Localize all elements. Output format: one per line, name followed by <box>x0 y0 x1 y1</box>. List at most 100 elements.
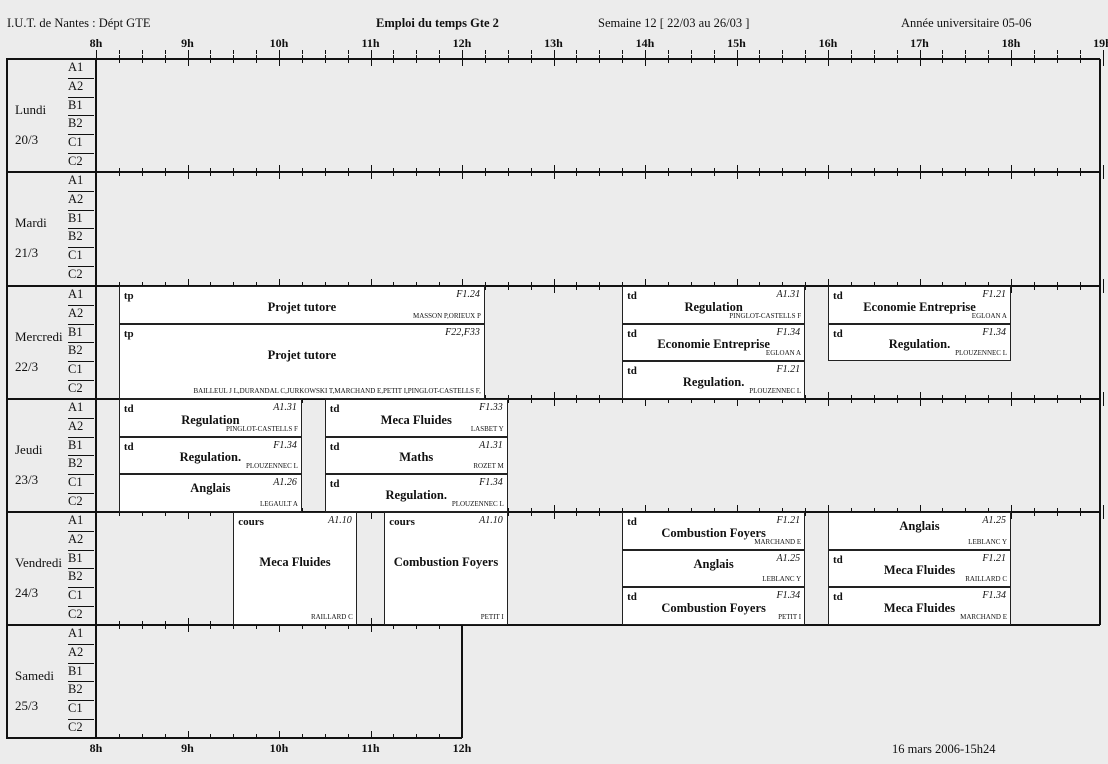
time-tick <box>371 165 372 179</box>
group-label: B1 <box>68 664 83 679</box>
day-date: 21/3 <box>15 245 38 261</box>
time-tick <box>805 395 806 403</box>
session-subject: Combustion Foyers <box>385 555 507 570</box>
time-tick <box>1011 505 1012 519</box>
class-session[interactable]: td A1.31 Maths ROZET M <box>325 437 508 475</box>
hour-label-top: 8h <box>90 36 103 51</box>
hour-label-top: 10h <box>270 36 289 51</box>
group-label: A2 <box>68 306 83 321</box>
class-session[interactable]: A1.26 Anglais LEGAULT A <box>119 474 302 512</box>
class-session[interactable]: td F1.34 Meca Fluides MARCHAND E <box>828 587 1011 625</box>
time-tick <box>851 168 852 176</box>
time-tick <box>531 508 532 516</box>
time-tick <box>622 168 623 176</box>
time-tick <box>119 734 120 738</box>
session-type: cours <box>389 516 415 528</box>
time-tick <box>1103 279 1104 293</box>
group-label: A1 <box>68 287 83 302</box>
class-session[interactable]: td F1.21 Combustion Foyers MARCHAND E <box>622 512 805 550</box>
group-label: C1 <box>68 701 83 716</box>
group-label: B2 <box>68 116 83 131</box>
time-tick <box>1080 50 1081 54</box>
group-divider <box>68 644 94 645</box>
time-tick <box>1103 505 1104 519</box>
time-tick <box>851 395 852 403</box>
class-session[interactable]: td F1.21 Economie Entreprise EGLOAN A <box>828 286 1011 324</box>
time-tick <box>119 168 120 176</box>
time-tick <box>805 282 806 290</box>
class-session[interactable]: td F1.21 Regulation. PLOUZENNEC L <box>622 361 805 399</box>
time-tick <box>210 621 211 629</box>
time-tick <box>942 395 943 403</box>
group-label: A2 <box>68 419 83 434</box>
class-session[interactable]: tp F1.24 Projet tutore MASSON P,ORIEUX P <box>119 286 485 324</box>
class-session[interactable]: A1.25 Anglais LEBLANC Y <box>828 512 1011 550</box>
time-tick <box>1057 282 1058 290</box>
group-divider <box>68 191 94 192</box>
group-divider <box>68 324 94 325</box>
class-session[interactable]: tp F22,F33 Projet tutore BAILLEUL J L,DURAN… <box>119 324 485 399</box>
group-divider <box>68 681 94 682</box>
time-tick <box>759 168 760 176</box>
time-tick <box>302 734 303 738</box>
time-tick <box>142 734 143 738</box>
time-tick <box>302 50 303 54</box>
session-teacher: LEBLANC Y <box>762 575 801 583</box>
time-tick <box>210 168 211 176</box>
time-tick <box>554 392 555 406</box>
class-session[interactable]: td F1.34 Regulation. PLOUZENNEC L <box>828 324 1011 362</box>
class-session[interactable]: td F1.34 Regulation. PLOUZENNEC L <box>119 437 302 475</box>
session-room: A1.31 <box>273 402 297 413</box>
group-divider <box>68 228 94 229</box>
time-tick <box>599 508 600 516</box>
group-divider <box>68 550 94 551</box>
group-divider <box>68 134 94 135</box>
class-session[interactable]: cours A1.10 Combustion Foyers PETIT I <box>384 512 508 625</box>
time-tick <box>188 50 189 58</box>
time-tick <box>920 50 921 58</box>
time-tick <box>279 50 280 58</box>
time-tick <box>1080 282 1081 290</box>
time-tick <box>988 395 989 403</box>
time-tick <box>142 621 143 629</box>
time-tick <box>737 50 738 58</box>
day-date: 22/3 <box>15 359 38 375</box>
session-teacher: ROZET M <box>473 462 503 470</box>
time-tick <box>371 50 372 58</box>
time-tick <box>439 734 440 738</box>
time-tick <box>759 55 760 63</box>
time-tick <box>462 731 463 738</box>
class-session[interactable]: td A1.31 Regulation PINGLOT-CASTELLS F <box>622 286 805 324</box>
group-label: B1 <box>68 438 83 453</box>
session-subject: Meca Fluides <box>234 555 356 570</box>
time-tick <box>233 734 234 738</box>
academic-year: Année universitaire 05-06 <box>901 16 1032 31</box>
group-label: A1 <box>68 173 83 188</box>
class-session[interactable]: A1.25 Anglais LEBLANC Y <box>622 550 805 588</box>
time-tick <box>920 165 921 179</box>
class-session[interactable]: cours A1.10 Meca Fluides RAILLARD C <box>233 512 357 625</box>
class-session[interactable]: td F1.34 Combustion Foyers PETIT I <box>622 587 805 625</box>
group-divider <box>68 266 94 267</box>
time-tick <box>508 50 509 54</box>
group-label: B1 <box>68 98 83 113</box>
group-label: B1 <box>68 551 83 566</box>
session-subject: Anglais <box>120 481 301 496</box>
group-divider <box>68 719 94 720</box>
class-session[interactable]: td A1.31 Regulation PINGLOT-CASTELLS F <box>119 399 302 437</box>
time-tick <box>1080 508 1081 516</box>
time-tick <box>256 55 257 63</box>
time-tick <box>828 392 829 406</box>
class-session[interactable]: td F1.21 Meca Fluides RAILLARD C <box>828 550 1011 588</box>
time-tick <box>851 50 852 54</box>
time-tick <box>508 55 509 63</box>
class-session[interactable]: td F1.34 Economie Entreprise EGLOAN A <box>622 324 805 362</box>
time-tick <box>965 395 966 403</box>
hour-label-top: 13h <box>544 36 563 51</box>
class-session[interactable]: td F1.33 Meca Fluides LASBET Y <box>325 399 508 437</box>
time-tick <box>554 165 555 179</box>
class-session[interactable]: td F1.34 Regulation. PLOUZENNEC L <box>325 474 508 512</box>
day-name: Vendredi <box>15 555 62 571</box>
time-tick <box>302 168 303 176</box>
